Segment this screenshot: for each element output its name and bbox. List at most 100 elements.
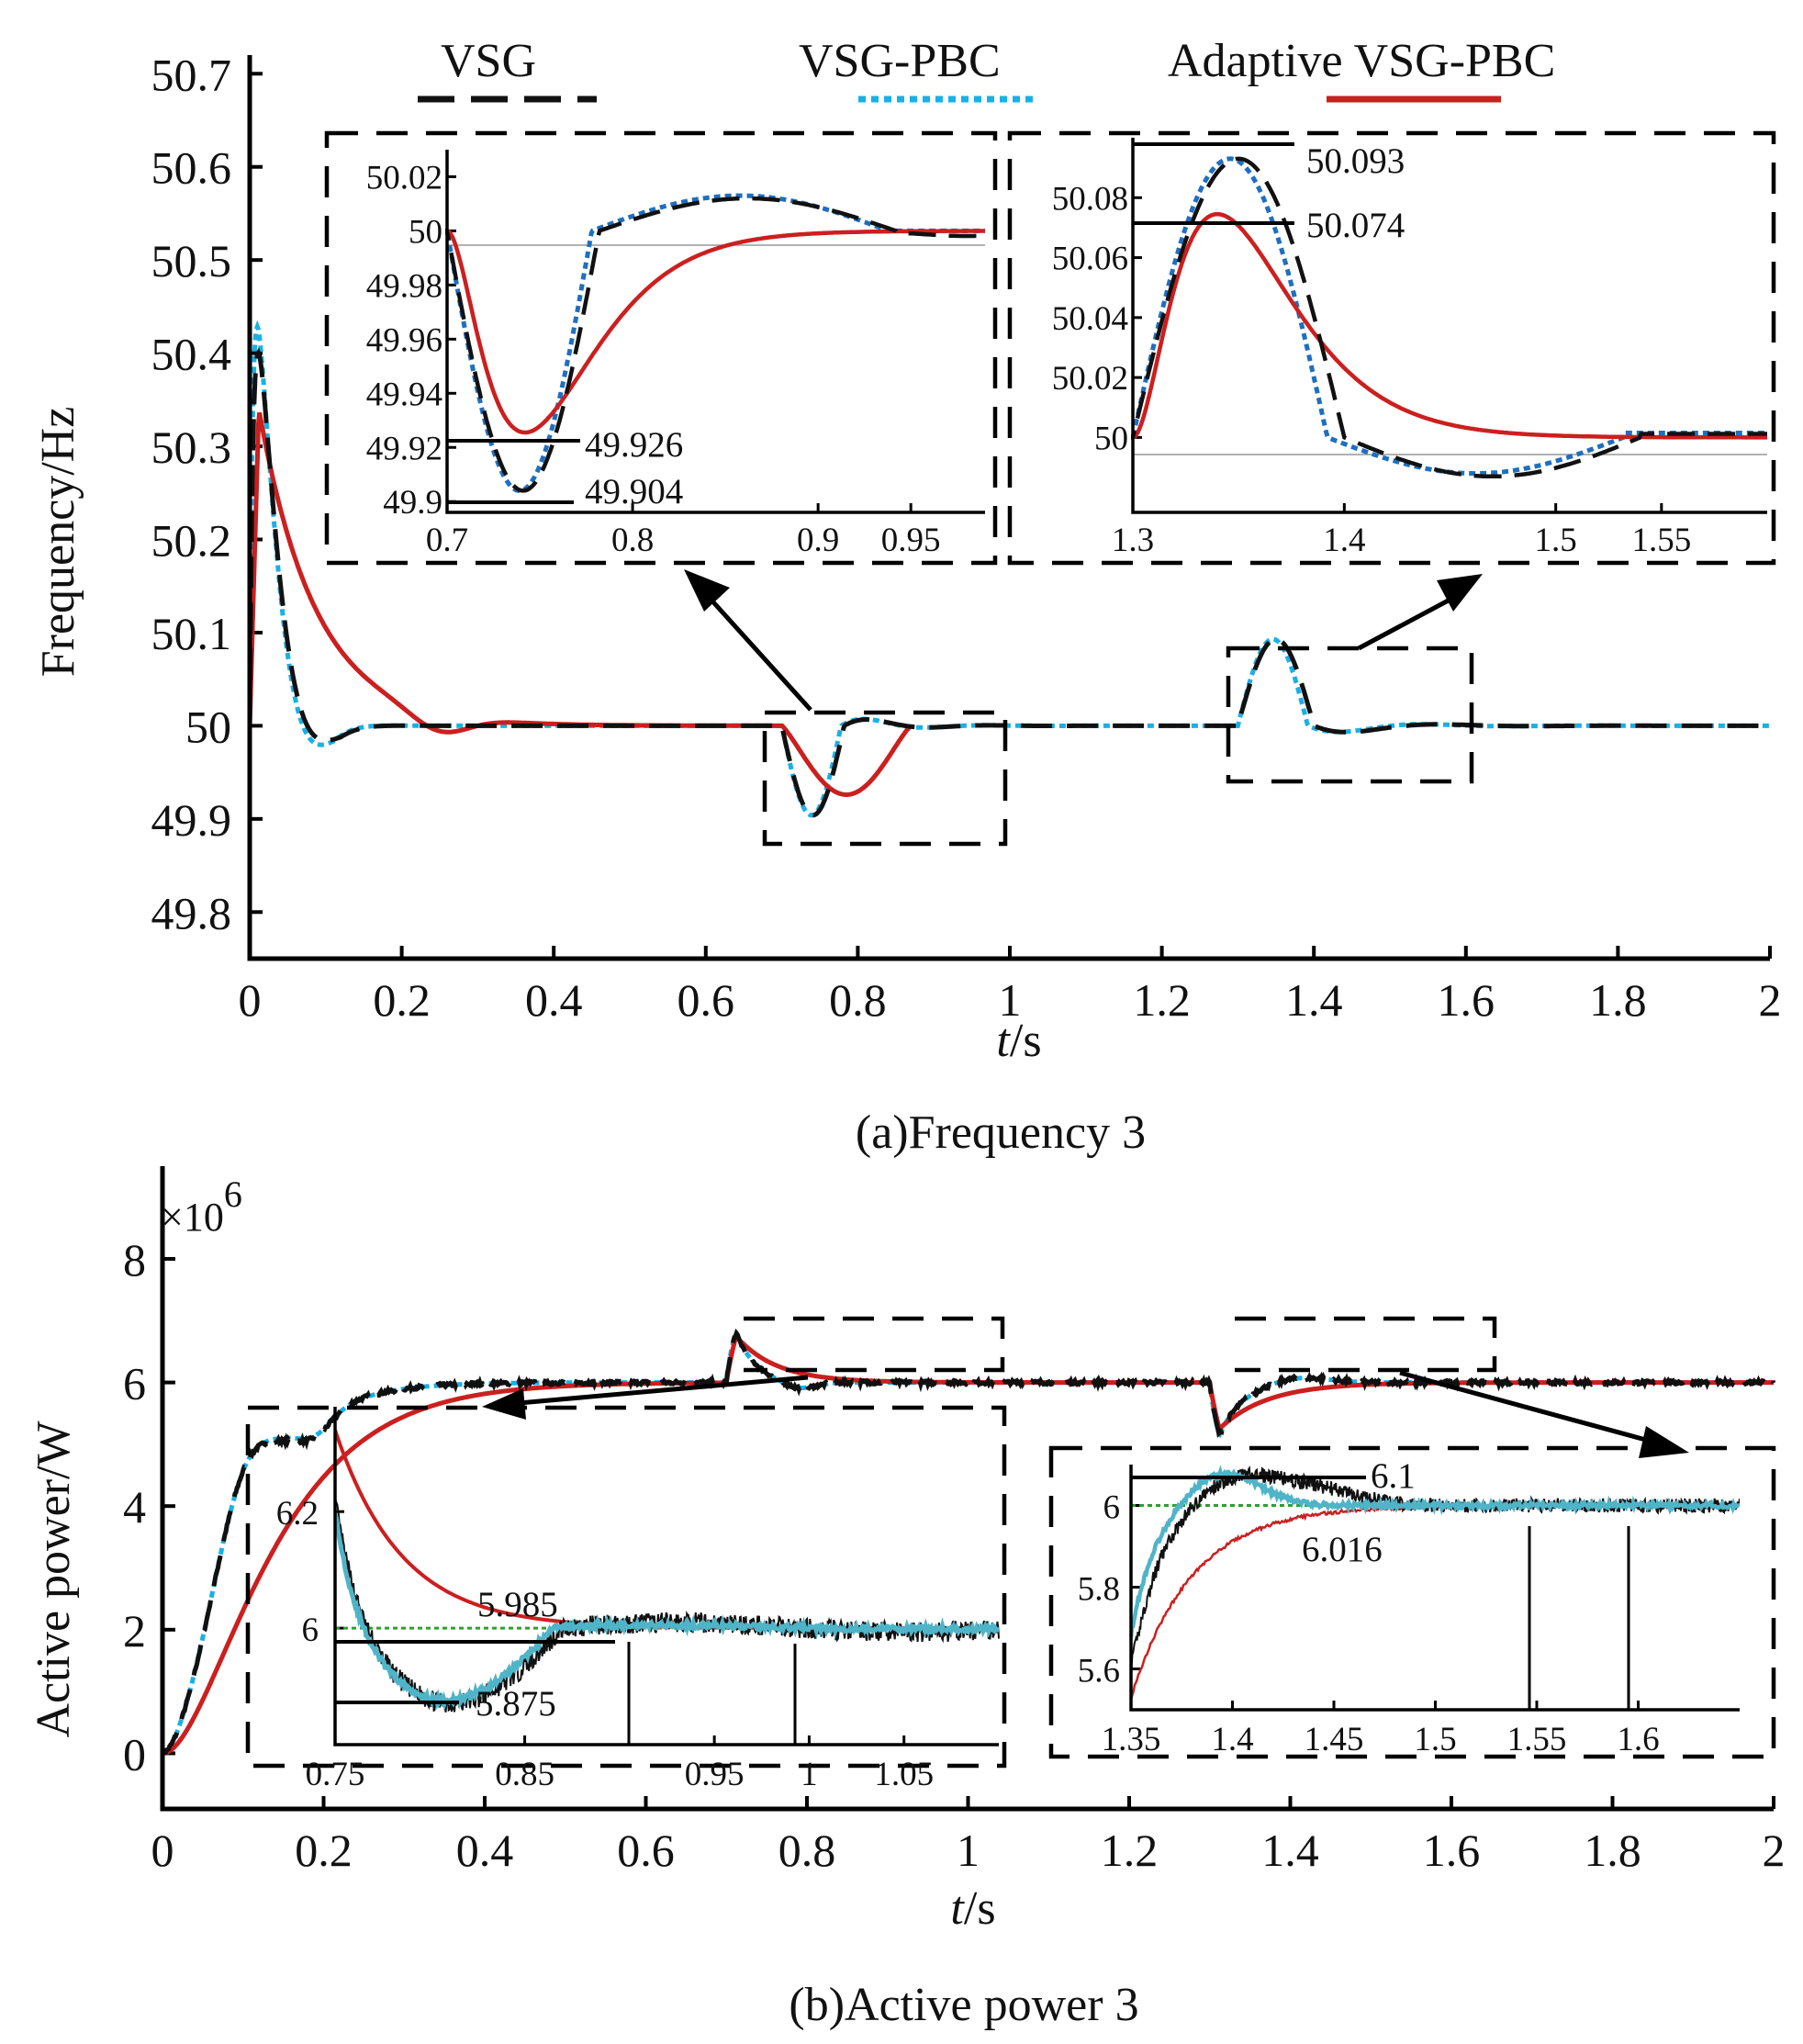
x-axis-label: t/s — [950, 1882, 995, 1935]
y-tick-label: 6 — [1103, 1489, 1121, 1527]
x-tick-label: 1.4 — [1323, 522, 1365, 559]
x-tick-label: 0.8 — [611, 522, 654, 559]
x-tick-label: 1.35 — [1102, 1721, 1161, 1758]
x-tick-label: 1.6 — [1423, 1825, 1481, 1876]
y-tick-label: 49.98 — [366, 267, 442, 305]
x-axis-label-var: t — [950, 1882, 965, 1935]
x-tick-label: 0.8 — [829, 974, 887, 1026]
y-tick-label: 49.94 — [366, 376, 442, 413]
inset-line-adaptive — [1131, 212, 1767, 440]
x-tick-label: 2 — [1759, 974, 1782, 1026]
x-tick-label: 0.85 — [495, 1756, 554, 1793]
x-axis-label-unit: /s — [1010, 1015, 1042, 1067]
inset-axes — [445, 150, 985, 514]
marker-label-50-093: 50.093 — [1306, 141, 1405, 181]
y-tick-label: 50.06 — [1052, 241, 1128, 278]
marker-label-49-904: 49.904 — [585, 472, 683, 511]
marker-label-5-985: 5.985 — [477, 1585, 558, 1624]
y-axis-label: Active power/W — [28, 1421, 80, 1737]
legend-label-vsg-pbc: VSG-PBC — [799, 35, 1001, 87]
zoom-box-rise — [1226, 646, 1474, 784]
inset-line-adaptive — [335, 1429, 999, 1631]
y-tick-label: 50.08 — [1052, 180, 1128, 218]
y-tick-label: 49.8 — [151, 887, 232, 938]
y-tick-label: 49.9 — [383, 484, 442, 522]
caption: (b)Active power 3 — [789, 1979, 1138, 2031]
zoom-arrow-dip — [705, 593, 812, 712]
x-axis-label: t/s — [996, 1015, 1041, 1067]
marker-label-6-016: 6.016 — [1302, 1530, 1383, 1569]
x-tick-label: 1.8 — [1584, 1825, 1641, 1876]
inset-line-vsg — [1131, 156, 1767, 479]
y-tick-label: 8 — [123, 1234, 146, 1286]
marker-label-50-074: 50.074 — [1306, 206, 1405, 245]
x-tick-label: 1 — [999, 974, 1022, 1026]
inset-frame — [245, 1405, 1007, 1769]
zoom-arrowhead-rise — [1437, 574, 1483, 612]
inset-axes — [333, 1407, 999, 1746]
y-tick-label: 50.3 — [151, 421, 232, 473]
x-axis-label-var: t — [996, 1015, 1011, 1067]
y-tick-label: 2 — [123, 1605, 146, 1657]
marker-label-49-926: 49.926 — [585, 425, 683, 465]
x-tick-label: 1.5 — [1535, 522, 1577, 559]
x-tick-label: 0 — [239, 974, 262, 1026]
y-tick-label: 50.7 — [151, 49, 232, 100]
caption: (a)Frequency 3 — [856, 1106, 1146, 1159]
scale-mult: ×10 — [161, 1195, 224, 1240]
zoom-box-step-down — [1235, 1316, 1497, 1373]
x-tick-label: 1.3 — [1112, 522, 1154, 559]
x-tick-label: 0.9 — [797, 522, 839, 559]
x-tick-label: 0.95 — [685, 1756, 745, 1793]
y-tick-label: 50.02 — [366, 159, 442, 197]
x-tick-label: 0.2 — [295, 1825, 353, 1876]
legend-label-vsg: VSG — [441, 35, 536, 87]
y-tick-label: 4 — [123, 1481, 146, 1533]
x-tick-label: 2 — [1763, 1825, 1786, 1876]
x-tick-label: 1.4 — [1261, 1825, 1319, 1876]
x-tick-label: 1.5 — [1414, 1721, 1456, 1758]
x-tick-label: 0.95 — [881, 522, 941, 559]
zoom-arrow-step-down — [1399, 1370, 1653, 1444]
y-tick-label: 50.6 — [151, 142, 232, 194]
marker-label-5-875: 5.875 — [476, 1684, 556, 1724]
y-tick-label: 5.6 — [1078, 1653, 1120, 1690]
zoom-box-step-up — [744, 1316, 1005, 1373]
y-tick-label: 50.04 — [1052, 300, 1128, 338]
inset-frequency-rise: 1.3 1.4 1.5 1.55 50 50.02 50.04 50.06 50.08 50.0… — [1007, 130, 1776, 566]
x-tick-label: 0 — [151, 1825, 174, 1876]
y-tick-label: 6.2 — [276, 1495, 319, 1533]
x-tick-label: 0.8 — [778, 1825, 836, 1876]
y-tick-label: 6 — [302, 1612, 319, 1649]
inset-line-vsg — [335, 1499, 1000, 1713]
x-tick-label: 0.7 — [426, 522, 468, 559]
series-line-adaptive — [248, 411, 913, 797]
y-axis-label: Frequency/Hz — [32, 407, 84, 678]
inset-axes — [1129, 1465, 1740, 1712]
x-tick-label: 1.55 — [1631, 522, 1691, 559]
x-tick-label: 1.6 — [1617, 1721, 1659, 1758]
y-tick-label: 50 — [185, 701, 231, 752]
marker-label-6-1: 6.1 — [1371, 1456, 1416, 1496]
x-tick-label: 1.05 — [874, 1756, 934, 1793]
y-tick-label: 0 — [123, 1728, 146, 1780]
inset-line-vsg-pbc — [1131, 156, 1767, 477]
x-tick-label: 0.6 — [678, 974, 735, 1026]
chart-frequency: VSG VSG-PBC Adaptive VSG-PBC 0 0.2 0.4 0.6 0… — [32, 35, 1782, 1159]
inset-line-vsg — [445, 196, 985, 493]
x-axis-label-unit: /s — [964, 1882, 996, 1935]
zoom-arrow-step-up — [518, 1375, 809, 1406]
x-tick-label: 0.2 — [373, 974, 431, 1026]
zoom-arrowhead-step-down — [1639, 1426, 1689, 1458]
y-tick-label: 50.5 — [151, 235, 232, 286]
inset-line-vsg-pbc — [335, 1513, 999, 1712]
x-tick-label: 1.55 — [1507, 1721, 1567, 1758]
x-tick-label: 1.6 — [1438, 974, 1495, 1026]
inset-frame — [1048, 1445, 1776, 1759]
y-tick-label: 50 — [1094, 420, 1128, 457]
x-tick-label: 0.4 — [456, 1825, 514, 1876]
inset-power-step-up: 0.75 0.85 0.95 1 1.05 6 6.2 5.985 5.875 — [245, 1405, 1007, 1793]
inset-line-adaptive — [1129, 1501, 1740, 1700]
